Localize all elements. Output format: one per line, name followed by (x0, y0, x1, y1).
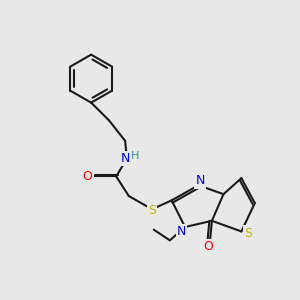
Text: S: S (148, 204, 156, 217)
Text: N: N (120, 152, 130, 165)
Text: O: O (203, 240, 213, 253)
Text: N: N (177, 225, 186, 238)
Text: O: O (82, 170, 92, 183)
Text: S: S (244, 227, 253, 240)
Text: N: N (196, 174, 205, 187)
Text: H: H (131, 151, 139, 161)
